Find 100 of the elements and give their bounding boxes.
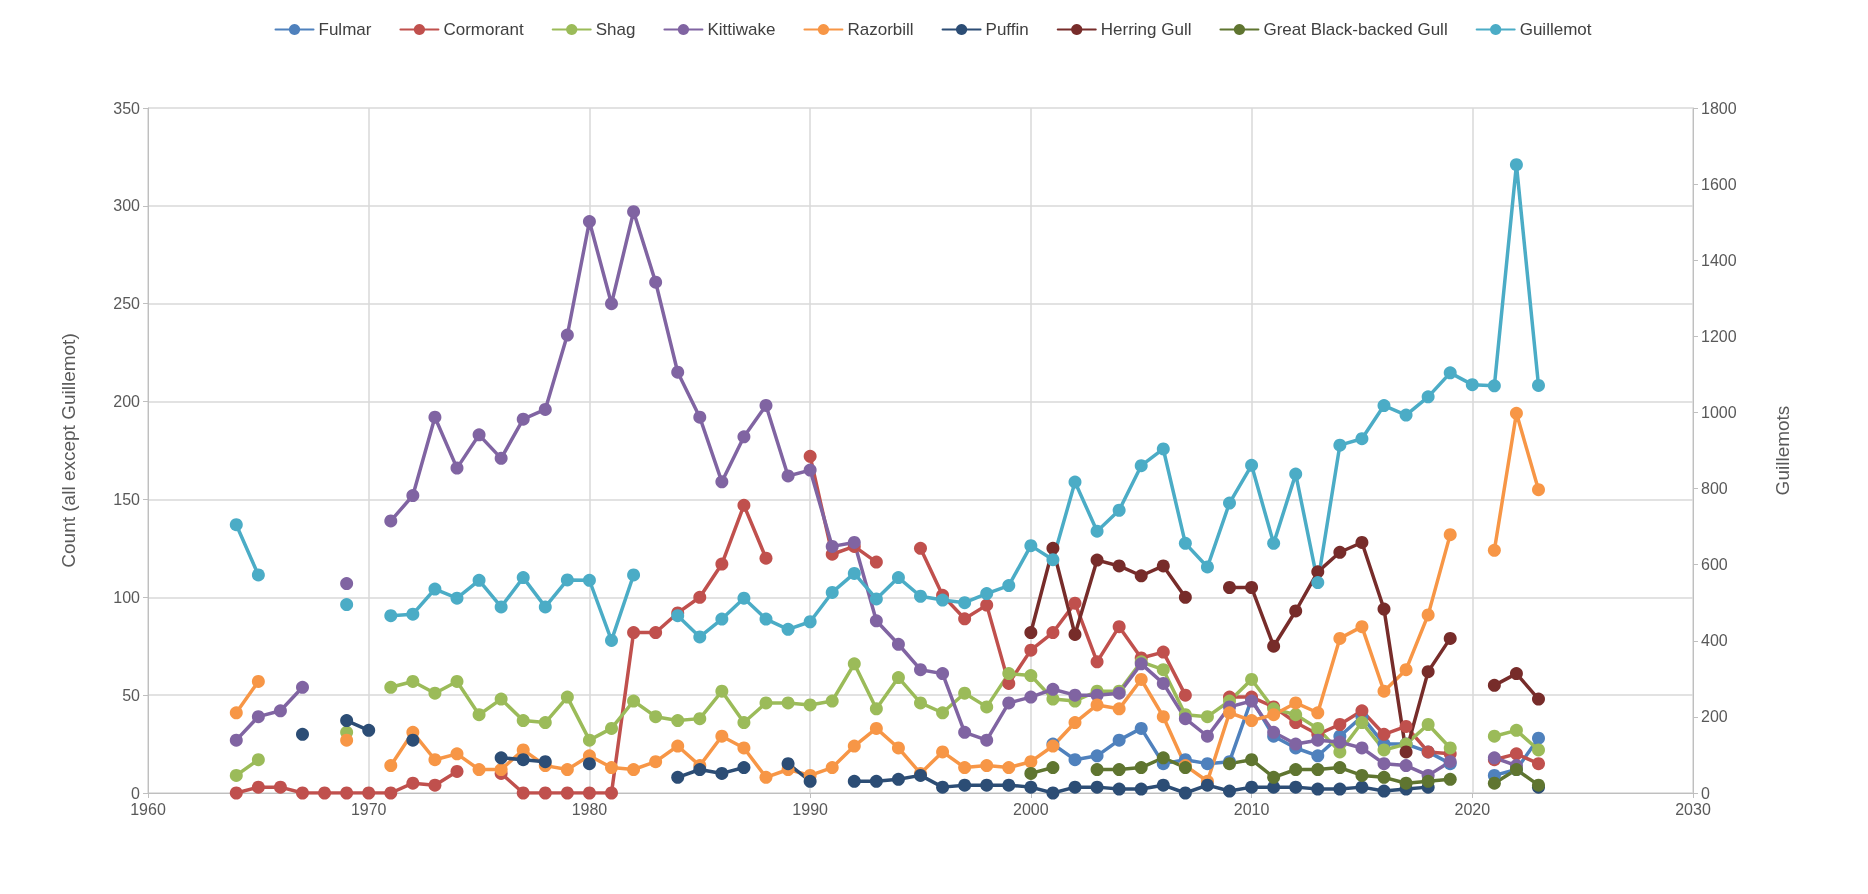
point	[1289, 737, 1303, 751]
point	[759, 612, 773, 626]
point	[1311, 565, 1325, 579]
point	[1509, 723, 1523, 737]
point	[1443, 631, 1457, 645]
point	[781, 696, 795, 710]
point	[715, 557, 729, 571]
point	[1024, 643, 1038, 657]
point	[1024, 539, 1038, 553]
point	[605, 297, 618, 311]
point	[1200, 729, 1214, 743]
point	[627, 694, 641, 708]
legend-label: Cormorant	[443, 20, 524, 39]
legend-label: Great Black-backed Gull	[1263, 20, 1448, 39]
point	[516, 412, 530, 426]
point	[384, 786, 398, 800]
point	[759, 770, 773, 784]
point	[1134, 761, 1148, 775]
point	[693, 590, 707, 604]
point	[450, 747, 464, 761]
point	[1112, 782, 1126, 796]
point	[869, 592, 883, 606]
point	[891, 671, 905, 685]
point	[1245, 672, 1259, 686]
point	[1289, 763, 1303, 777]
point	[847, 566, 861, 580]
point	[1532, 757, 1545, 771]
point	[781, 622, 795, 636]
x-tick-label: 2010	[1233, 800, 1270, 818]
point	[1090, 780, 1104, 794]
point	[1090, 524, 1104, 538]
point	[914, 663, 927, 677]
point	[1046, 682, 1060, 696]
point	[693, 630, 707, 644]
y-tick-label: 150	[113, 490, 141, 508]
point	[1487, 543, 1501, 557]
point	[494, 692, 508, 706]
point	[825, 539, 839, 553]
point	[759, 551, 773, 565]
y-tick-label: 50	[122, 686, 141, 704]
point	[582, 733, 596, 747]
point	[538, 402, 552, 416]
point	[1134, 569, 1148, 583]
point	[1068, 716, 1082, 730]
point	[1311, 721, 1325, 735]
point	[1421, 665, 1435, 679]
point	[362, 723, 376, 737]
point	[958, 612, 972, 626]
point	[715, 612, 729, 626]
x-tick-label: 1970	[350, 800, 387, 818]
point	[560, 328, 574, 342]
y2-tick-label: 1000	[1701, 403, 1737, 421]
point	[1487, 379, 1501, 393]
point	[1267, 725, 1281, 739]
point	[1311, 706, 1325, 720]
y-axis-title: Count (all except Guillemot)	[58, 333, 79, 568]
point	[1068, 627, 1082, 641]
point	[1443, 741, 1457, 755]
point	[296, 680, 309, 694]
point	[582, 786, 596, 800]
point	[1024, 780, 1038, 794]
point	[1024, 766, 1038, 780]
point	[1002, 778, 1016, 792]
y-tick-label: 100	[113, 588, 141, 606]
point	[1333, 735, 1347, 749]
point	[1178, 786, 1192, 800]
point	[1311, 733, 1325, 747]
point	[1156, 778, 1170, 792]
x-tick-label: 1980	[571, 800, 608, 818]
point	[538, 786, 552, 800]
point	[869, 774, 883, 788]
point	[538, 600, 552, 614]
point	[582, 215, 596, 229]
point	[428, 410, 442, 424]
point	[737, 741, 751, 755]
legend-label: Herring Gull	[1100, 20, 1192, 39]
point	[891, 637, 905, 651]
point	[1267, 770, 1281, 784]
point	[1289, 696, 1303, 710]
point	[715, 766, 729, 780]
point	[605, 786, 618, 800]
point	[384, 609, 398, 623]
x-tick-label: 2000	[1013, 800, 1049, 818]
point	[891, 772, 905, 786]
point	[847, 774, 861, 788]
point	[980, 759, 994, 773]
point	[251, 568, 265, 582]
point	[1178, 590, 1192, 604]
y-tick-label: 0	[131, 784, 141, 802]
point	[362, 786, 376, 800]
point	[229, 768, 243, 782]
point	[1311, 576, 1325, 590]
point	[1112, 620, 1126, 634]
point	[450, 461, 464, 475]
point	[1333, 718, 1347, 731]
legend-label: Puffin	[985, 20, 1029, 39]
point	[1333, 782, 1347, 796]
point	[340, 577, 354, 591]
point	[1112, 702, 1126, 716]
point	[560, 690, 574, 704]
